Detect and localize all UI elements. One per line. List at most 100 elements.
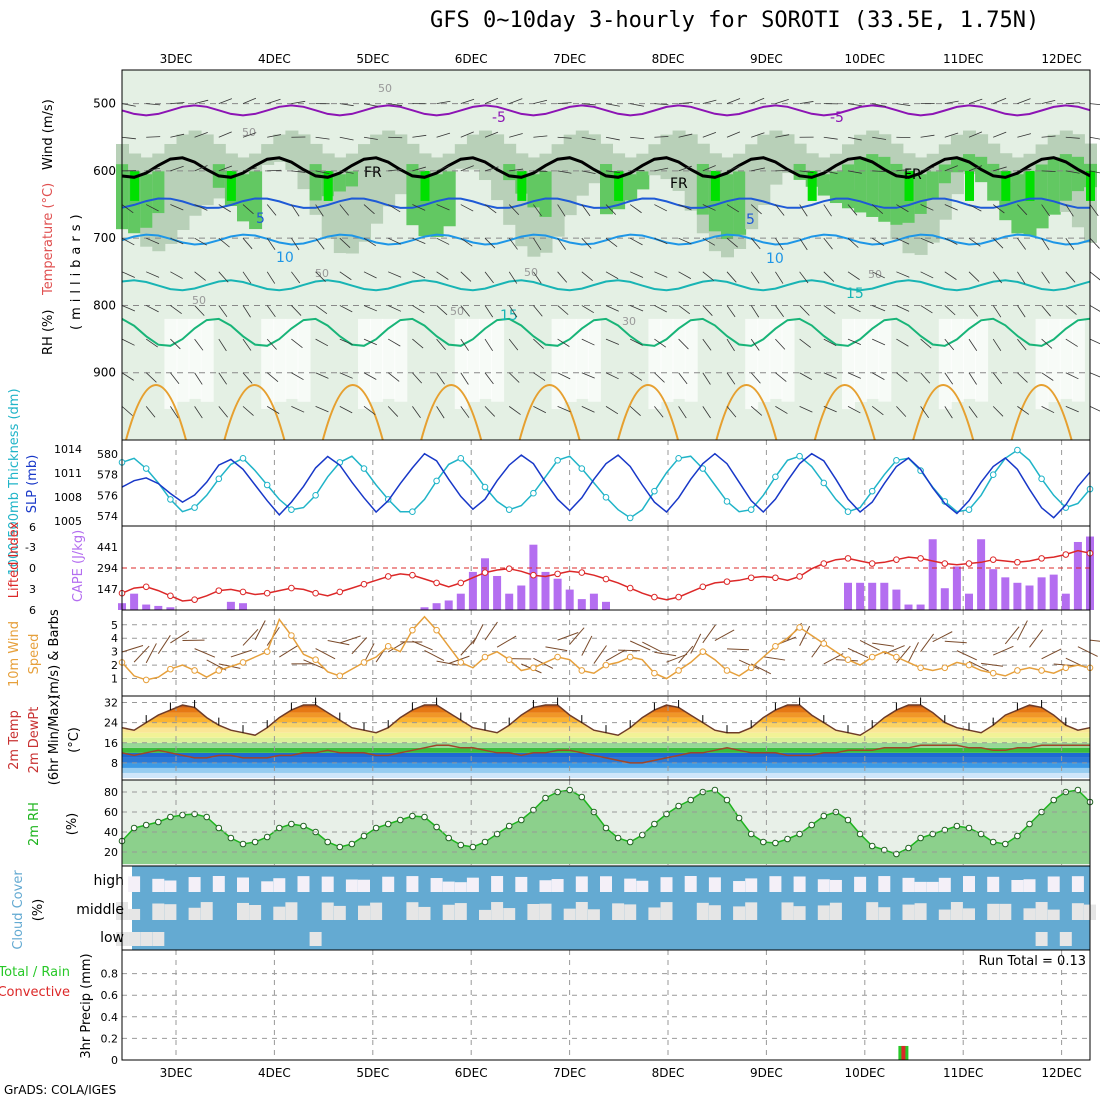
wind-barb — [194, 338, 204, 351]
wind-barb — [242, 237, 253, 250]
cape-bar — [916, 604, 925, 610]
isotherm-label: 15 — [500, 308, 518, 324]
x-tick-label-top: 10DEC — [845, 52, 885, 66]
wind-barb — [944, 271, 957, 280]
x-tick-label-bottom: 4DEC — [258, 1066, 291, 1080]
wind-barb — [799, 170, 814, 173]
wind-barb — [170, 133, 185, 138]
wind-barb — [339, 271, 352, 281]
wind-barb — [315, 136, 330, 140]
cape-bar — [1001, 577, 1010, 610]
wind-speed-point — [941, 664, 949, 672]
wind-barb-10m — [145, 643, 157, 664]
thickness-point — [239, 454, 247, 462]
wind-barb — [1017, 204, 1028, 216]
wind-barb — [121, 103, 136, 107]
wind-barb — [1089, 271, 1100, 281]
rh-cell — [648, 318, 662, 410]
rh-point — [276, 824, 283, 832]
wind-barb — [242, 305, 251, 318]
wind-barb — [968, 204, 982, 212]
wind-barb — [751, 132, 765, 138]
cloud-high-cell — [430, 878, 443, 892]
wind-barb — [654, 136, 669, 138]
wind-speed-point — [868, 653, 876, 661]
wind-barb — [1041, 204, 1050, 217]
wind-barb — [436, 305, 448, 316]
wind-barb — [702, 305, 713, 316]
wind-barb — [339, 338, 353, 346]
rh-cell — [1071, 156, 1085, 192]
wind-barb-10m — [133, 645, 150, 663]
cloud-ylabel-1: Cloud Cover — [11, 870, 26, 950]
wind-barb — [291, 305, 302, 316]
isotherm-label: 15 — [846, 286, 864, 302]
rh-cell — [237, 174, 250, 222]
y-tick-label: 3 — [111, 646, 118, 659]
rh-cell — [261, 318, 275, 409]
wind-barb — [992, 338, 1002, 352]
wind-barb — [218, 271, 229, 283]
rh-point — [1074, 786, 1082, 794]
rh-point — [820, 812, 828, 820]
wind-barb — [654, 271, 668, 278]
rh-cell — [1025, 170, 1035, 201]
wind-barb — [533, 237, 542, 251]
cloud-low-cell — [1059, 932, 1072, 946]
wind-barb — [823, 305, 836, 314]
wind-barb — [581, 271, 593, 281]
wind-barb-10m — [1004, 626, 1020, 645]
wind-barb — [920, 338, 932, 349]
wind-barb — [194, 99, 209, 105]
temp-ylabel-2: 2m DewPt — [27, 707, 42, 774]
cape-bar — [602, 601, 610, 610]
rh-cell — [333, 174, 347, 192]
wind-barb — [1017, 338, 1027, 351]
wind-barb — [896, 338, 909, 347]
wind-barb — [750, 406, 763, 416]
rh-point — [566, 786, 574, 794]
rh-cell — [950, 157, 964, 173]
wind-barb — [944, 100, 959, 105]
wind-barb — [920, 271, 934, 279]
wind-barb — [1089, 136, 1100, 140]
x-tick-label-top: 9DEC — [750, 52, 783, 66]
y-tick-label: 500 — [93, 97, 116, 111]
lifted-index-point — [989, 556, 997, 563]
y-tick-label: 1014 — [54, 443, 82, 456]
wind-speed-point — [578, 667, 586, 674]
rh-cell — [454, 144, 468, 169]
y-tick-label: 294 — [97, 562, 118, 575]
ylabel-wind: Wind (m/s) — [41, 99, 56, 170]
rh-point — [893, 850, 900, 858]
rh-cell — [614, 170, 624, 201]
x-tick-label-bottom: 8DEC — [652, 1066, 685, 1080]
wind-ylabel-1: 10m Wind — [7, 621, 22, 687]
wind-barb — [605, 237, 618, 248]
cape-bar — [444, 600, 453, 610]
cloud-mid-cell — [902, 904, 915, 920]
wind-barb — [339, 204, 349, 216]
wind-barb — [944, 204, 958, 211]
cape-bar — [1073, 541, 1082, 610]
cloud-mid-cell — [612, 903, 625, 920]
wind-barb — [678, 165, 692, 172]
rh-cell — [479, 130, 492, 181]
wind-barb — [339, 136, 354, 141]
cape-bar — [142, 604, 151, 610]
wind-barb — [484, 372, 494, 385]
wind-barb — [412, 134, 427, 138]
wind-barb — [533, 305, 543, 317]
wind-barb — [557, 204, 566, 217]
thickness-point — [893, 457, 900, 464]
rh-point — [433, 823, 440, 831]
lifted-index-point — [941, 560, 949, 567]
rh-ylabel-2-text: (%) — [65, 813, 80, 836]
wind-barb — [508, 372, 520, 383]
wind-barb — [992, 204, 1005, 214]
wind-barb — [291, 338, 303, 348]
cloud-mid-cell — [938, 909, 951, 920]
rh-cell — [527, 174, 541, 208]
wind-barb — [557, 338, 570, 347]
wind-barb — [872, 170, 887, 173]
